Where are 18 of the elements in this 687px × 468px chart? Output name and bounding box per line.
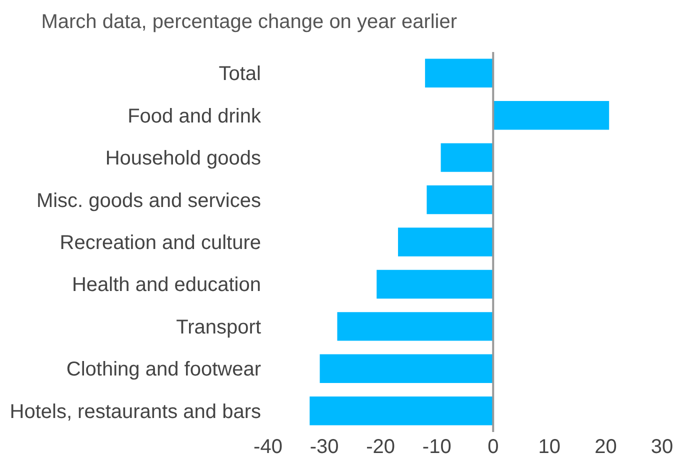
y-tick-label: Recreation and culture xyxy=(60,232,261,254)
y-tick-label: Transport xyxy=(176,316,262,338)
y-tick-label: Food and drink xyxy=(128,105,262,128)
x-tick-label: 0 xyxy=(488,436,499,458)
y-tick-label: Hotels, restaurants and bars xyxy=(10,400,261,423)
x-tick-label: 30 xyxy=(650,436,674,458)
x-tick-label: -30 xyxy=(310,436,339,458)
x-tick-label: 20 xyxy=(594,436,617,458)
x-tick-label: -10 xyxy=(422,436,452,458)
x-tick-label: -40 xyxy=(254,436,282,458)
x-tick-label: 10 xyxy=(538,436,561,458)
y-tick-label: Health and education xyxy=(72,274,261,296)
y-tick-label: Misc. goods and services xyxy=(36,190,261,212)
y-tick-label: Total xyxy=(218,63,261,86)
chart-title: March data, percentage change on year earlier xyxy=(41,11,458,34)
y-tick-label: Clothing and footwear xyxy=(66,358,262,381)
y-tick-label: Household goods xyxy=(105,148,261,170)
x-tick-label: -20 xyxy=(366,436,396,458)
